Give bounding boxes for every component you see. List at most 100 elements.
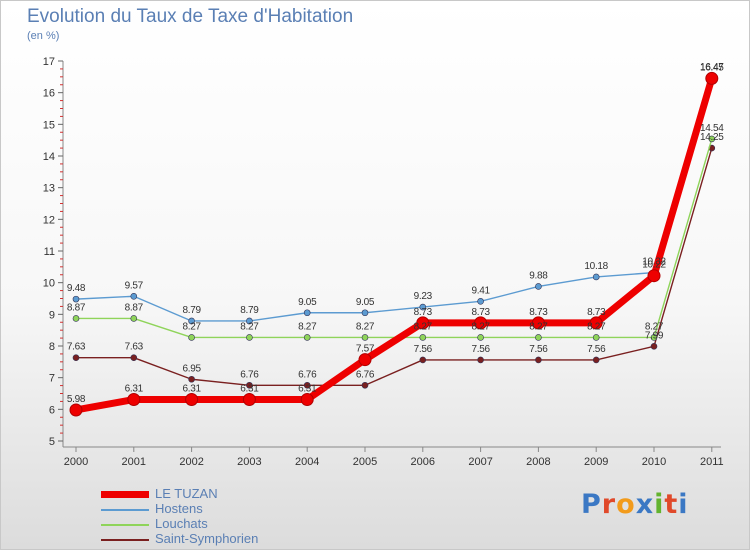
data-point-le-tuzan [705,71,719,85]
x-tick-label: 2010 [642,456,666,468]
x-tick-label: 2003 [237,456,261,468]
y-tick-label: 13 [43,183,55,195]
legend-swatch [101,508,149,511]
logo-letter: P [581,489,602,520]
y-tick-label: 8 [49,341,55,353]
data-point-saint-symphorien [72,354,80,362]
data-label-le-tuzan: 10.22 [642,260,666,271]
series-layer [69,71,719,417]
data-point-le-tuzan [185,393,199,407]
data-label-saint-symphorien: 14.25 [700,132,724,143]
data-label-saint-symphorien: 6.76 [298,369,317,380]
data-point-hostens [419,303,427,311]
legend-item-hostens: Hostens [101,501,258,516]
data-label-louchats: 8.27 [414,321,433,332]
data-point-saint-symphorien [303,381,311,389]
x-tick-label: 2009 [584,456,608,468]
data-point-louchats [303,334,311,341]
data-point-saint-symphorien [477,356,484,364]
proxiti-logo: Proxiti [581,489,689,520]
data-label-saint-symphorien: 6.76 [356,369,375,380]
data-point-saint-symphorien [130,354,138,362]
data-point-hostens [303,309,311,317]
data-label-hostens: 9.05 [298,297,317,308]
legend-swatch [101,523,149,526]
data-point-saint-symphorien [361,381,369,389]
data-label-saint-symphorien: 7.63 [125,342,144,353]
data-point-hostens [477,298,484,305]
x-tick-label: 2005 [353,456,377,468]
data-label-le-tuzan: 8.73 [471,307,490,318]
data-point-louchats [72,315,80,322]
series-line-hostens [75,77,713,322]
data-label-le-tuzan: 5.98 [67,394,86,405]
data-label-louchats: 8.27 [645,321,664,332]
data-label-hostens: 9.88 [529,270,548,281]
data-point-louchats [535,334,542,341]
data-point-louchats [650,334,658,341]
data-point-hostens [188,317,195,325]
logo-letter: r [601,489,617,520]
data-label-le-tuzan: 6.31 [182,384,201,395]
logo-letter: t [664,489,679,520]
logo-letter: i [678,489,689,520]
data-label-hostens: 16.47 [700,62,724,73]
data-label-le-tuzan: 7.57 [356,344,375,355]
y-tick-label: 10 [43,278,55,290]
data-label-louchats: 8.27 [587,321,606,332]
legend-item-louchats: Louchats [101,516,258,531]
data-point-louchats [592,334,600,341]
chart-subtitle: (en %) [27,30,60,42]
data-point-louchats [477,334,484,341]
legend-swatch [101,538,149,541]
data-point-le-tuzan [300,393,314,407]
data-label-hostens: 9.23 [414,291,433,302]
data-point-hostens [535,283,542,290]
data-label-le-tuzan: 16.45 [700,62,724,73]
data-point-saint-symphorien [650,343,658,350]
data-label-louchats: 8.27 [298,321,317,332]
data-label-hostens: 10.18 [584,261,608,272]
y-tick-label: 17 [43,56,55,68]
data-label-le-tuzan: 8.73 [529,307,548,318]
data-label-saint-symphorien: 7.99 [645,330,664,341]
data-point-saint-symphorien [246,381,253,389]
data-label-hostens: 9.05 [356,297,375,308]
data-label-le-tuzan: 6.31 [240,384,259,395]
data-point-le-tuzan [589,316,603,330]
y-tick-label: 5 [49,436,55,448]
legend-item-le-tuzan: LE TUZAN [101,486,258,501]
x-tick-label: 2007 [468,456,492,468]
data-label-saint-symphorien: 7.63 [67,342,86,353]
data-label-louchats: 8.27 [471,321,490,332]
data-point-le-tuzan [474,316,488,330]
data-point-louchats [188,334,195,341]
x-tick-label: 2008 [526,456,550,468]
data-label-louchats: 8.27 [240,321,259,332]
data-point-hostens [592,273,600,281]
x-tick-label: 2001 [122,456,146,468]
data-point-louchats [246,334,253,341]
data-label-louchats: 14.54 [700,123,724,134]
y-tick-label: 9 [49,309,55,321]
data-label-le-tuzan: 8.73 [414,307,433,318]
x-tick-label: 2004 [295,456,319,468]
data-point-hostens [361,309,369,317]
data-label-saint-symphorien: 7.56 [414,344,433,355]
y-tick-label: 12 [43,214,55,226]
legend-label: Louchats [155,516,208,531]
legend-label: Hostens [155,501,203,516]
data-point-le-tuzan [127,393,141,407]
y-tick-label: 7 [49,373,55,385]
data-label-louchats: 8.87 [125,302,144,313]
chart-title: Evolution du Taux de Taxe d'Habitation [27,6,354,27]
series-line-le-tuzan [72,74,716,414]
data-label-louchats: 8.27 [356,321,375,332]
data-label-louchats: 8.87 [67,302,86,313]
data-label-saint-symphorien: 7.56 [587,344,606,355]
y-tick-label: 16 [43,88,55,100]
logo-letter: i [654,489,665,520]
x-tick-label: 2011 [700,456,724,468]
data-point-hostens [72,295,80,303]
y-tick-label: 11 [44,246,55,258]
